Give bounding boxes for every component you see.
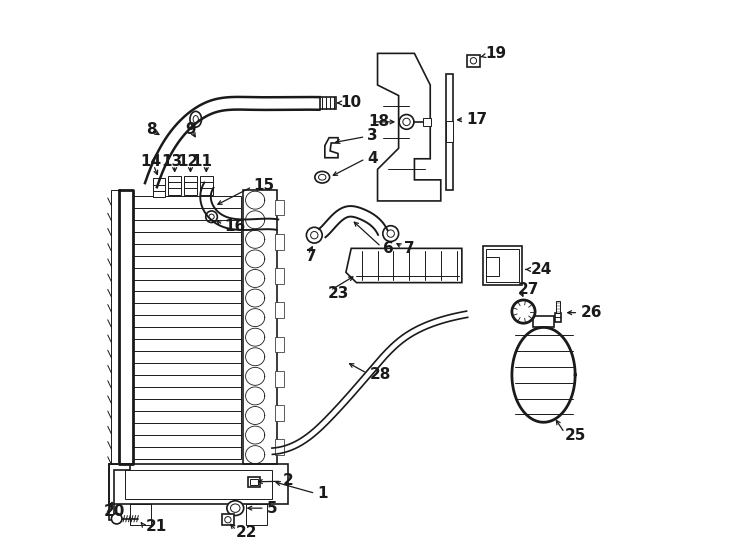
Ellipse shape [227, 501, 244, 516]
Text: 22: 22 [236, 525, 257, 540]
Circle shape [112, 514, 122, 524]
Bar [275, 336, 284, 353]
Ellipse shape [230, 504, 240, 512]
Bar [486, 249, 519, 282]
Bar [200, 176, 213, 194]
Ellipse shape [193, 116, 198, 123]
Bar [533, 316, 554, 327]
Bar [275, 405, 284, 421]
Bar [319, 97, 336, 109]
Bar [486, 258, 498, 276]
Bar [275, 200, 284, 215]
Bar [483, 246, 523, 285]
Text: 17: 17 [466, 112, 487, 127]
Text: 20: 20 [103, 504, 125, 519]
Ellipse shape [190, 111, 202, 127]
Text: 10: 10 [341, 96, 362, 110]
Bar [446, 121, 454, 142]
Bar [275, 371, 284, 387]
Circle shape [387, 230, 394, 237]
Text: 23: 23 [327, 286, 349, 301]
Text: 21: 21 [145, 519, 167, 534]
Bar [184, 176, 197, 194]
Bar [248, 477, 260, 487]
Bar [133, 195, 241, 459]
Bar [424, 118, 432, 126]
Ellipse shape [209, 214, 214, 219]
Text: 19: 19 [486, 46, 506, 61]
Bar [125, 470, 272, 498]
Bar [275, 234, 284, 249]
Bar [109, 464, 288, 504]
Text: 6: 6 [383, 241, 393, 256]
Text: 9: 9 [185, 122, 196, 137]
Text: 13: 13 [161, 154, 183, 169]
Circle shape [512, 300, 535, 323]
Bar [112, 191, 120, 464]
Text: 15: 15 [254, 178, 275, 193]
Bar [168, 176, 181, 194]
Circle shape [225, 517, 231, 523]
Bar [243, 191, 277, 464]
Text: 24: 24 [531, 262, 552, 277]
Text: 3: 3 [367, 127, 377, 143]
Text: 14: 14 [140, 154, 161, 169]
Text: 27: 27 [518, 282, 539, 297]
Text: 2: 2 [283, 472, 294, 488]
Text: 4: 4 [367, 151, 377, 166]
Text: 28: 28 [370, 367, 391, 382]
Bar [555, 313, 562, 322]
Text: 18: 18 [368, 114, 390, 130]
Text: 7: 7 [404, 241, 415, 256]
Text: 8: 8 [145, 122, 156, 137]
Bar [153, 178, 165, 197]
Text: 12: 12 [177, 154, 198, 169]
Circle shape [470, 58, 476, 64]
Bar [275, 440, 284, 455]
Text: 5: 5 [267, 501, 277, 516]
Text: 26: 26 [581, 305, 602, 320]
Bar [275, 268, 284, 284]
Ellipse shape [315, 171, 330, 183]
Text: 11: 11 [192, 154, 213, 169]
Bar [250, 478, 258, 485]
Bar [130, 504, 151, 525]
Text: 25: 25 [564, 428, 586, 443]
Text: 7: 7 [306, 249, 317, 264]
Bar [467, 55, 480, 66]
Ellipse shape [206, 211, 217, 222]
Circle shape [310, 232, 318, 239]
Bar [556, 301, 560, 313]
Text: 16: 16 [225, 219, 246, 234]
Bar [275, 302, 284, 318]
Bar [446, 75, 454, 191]
Bar [222, 515, 233, 525]
Ellipse shape [319, 174, 326, 180]
Text: 1: 1 [317, 486, 327, 501]
Circle shape [403, 118, 410, 126]
Circle shape [306, 227, 322, 243]
Circle shape [383, 226, 399, 241]
Circle shape [399, 114, 414, 129]
Bar [246, 504, 267, 525]
